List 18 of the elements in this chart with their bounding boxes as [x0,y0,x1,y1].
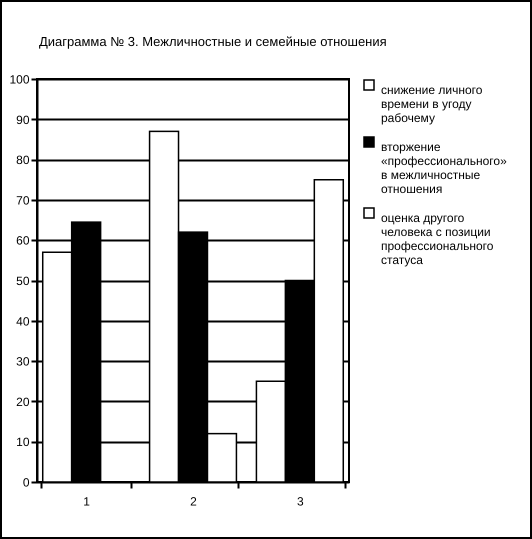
y-tick-label: 80 [16,153,30,168]
x-tick-label: 3 [297,494,304,508]
y-tick-label: 0 [22,476,30,490]
legend-label: вторжение «профессионального» в межличностные отношения [381,140,508,196]
y-tick-label: 10 [16,435,30,450]
legend-label: оценка другого человека с позиции профессионального статуса [381,211,494,267]
y-tick-label: 60 [16,234,30,248]
y-tick-label: 40 [16,314,30,328]
y-tick-label: 50 [16,274,30,288]
x-tick-label: 1 [83,494,90,508]
legend-label: снижение личного времени в угоду рабочему [381,83,483,125]
y-tick-label: 70 [16,193,30,208]
y-tick-label: 30 [16,354,30,369]
chart-title: Диаграмма № 3. Межличностные и семейные отношения [38,34,387,49]
y-tick-label: 100 [9,72,30,86]
x-tick-label: 2 [190,494,198,508]
y-tick-label: 90 [16,112,30,127]
y-tick-label: 20 [16,394,30,409]
